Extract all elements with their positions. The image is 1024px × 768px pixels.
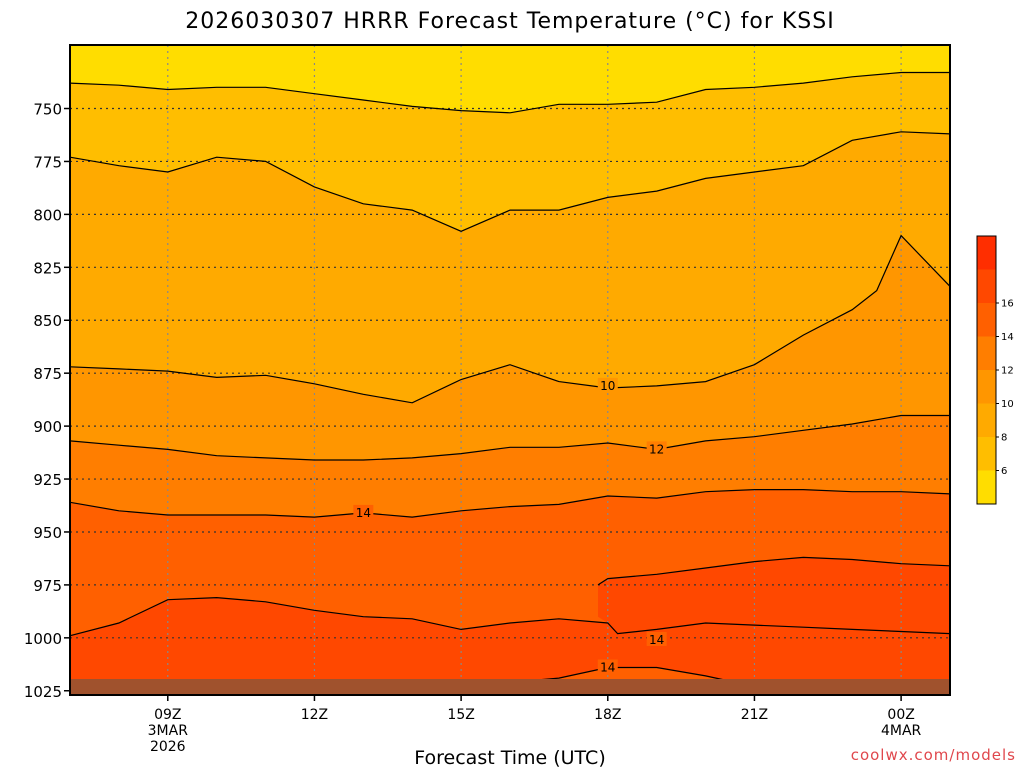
colorbar-tick-label: 14 <box>1001 332 1014 343</box>
svg-text:14: 14 <box>649 633 664 647</box>
colorbar-tick-label: 16 <box>1001 299 1014 310</box>
colorbar-tick-label: 12 <box>1001 366 1014 377</box>
fill-band-16 <box>70 597 950 695</box>
contour-line-8 <box>70 131 950 232</box>
contour-label-1: 12 <box>646 441 667 456</box>
contour-line-17 <box>597 556 950 586</box>
x-axis-label: Forecast Time (UTC) <box>414 747 605 768</box>
plot-frame <box>69 44 951 696</box>
x-tick-label: 12Z <box>301 707 328 723</box>
colorbar-swatch-8 <box>977 403 996 437</box>
contour-label-2: 14 <box>353 504 374 520</box>
chart-title: 2026030307 HRRR Forecast Temperature (°C… <box>185 9 834 34</box>
y-axis: 750 775 800 825 850 875 900 925 950 975 1000 1025 <box>24 101 70 701</box>
y-tick-label: 800 <box>33 206 62 224</box>
colorbar-swatch-10 <box>977 370 996 404</box>
credit-text: coolwx.com/models <box>851 746 1016 764</box>
y-tick-label: 1025 <box>24 683 62 701</box>
y-tick-label: 825 <box>33 259 62 277</box>
y-tick-label: 900 <box>33 418 62 436</box>
contour-line-6 <box>70 71 950 114</box>
colorbar-swatch-18 <box>977 236 996 270</box>
colorbar-swatch-6 <box>977 437 996 471</box>
colorbar-swatch-4 <box>977 470 996 504</box>
contour-labels: 10 12 14 14 14 <box>353 377 667 674</box>
x-tick-label: 00Z <box>887 707 914 723</box>
y-tick-label: 950 <box>33 524 62 542</box>
svg-text:14: 14 <box>356 506 371 520</box>
contour-label-4: 14 <box>597 659 618 674</box>
x-tick-label: 18Z <box>594 707 621 723</box>
colorbar: 6 8 10 12 14 16 <box>976 235 1014 505</box>
contour-fill-layer <box>70 45 950 695</box>
contour-line-16 <box>70 596 950 637</box>
contour-line-10 <box>70 234 950 404</box>
colorbar-tick-label: 8 <box>1001 433 1007 444</box>
fill-band-warm-core <box>598 557 950 634</box>
x-tick-label: 3MAR <box>148 723 189 739</box>
svg-text:14: 14 <box>600 660 615 674</box>
y-tick-label: 925 <box>33 471 62 489</box>
svg-text:12: 12 <box>649 442 664 456</box>
x-tick-label: 4MAR <box>881 723 922 739</box>
contour-label-3: 14 <box>646 631 667 647</box>
y-tick-label: 975 <box>33 577 62 595</box>
contour-line-12 <box>70 414 950 461</box>
colorbar-swatch-16 <box>977 269 996 303</box>
y-tick-label: 875 <box>33 365 62 383</box>
y-tick-label: 750 <box>33 101 62 119</box>
y-tick-label: 775 <box>33 153 62 171</box>
y-tick-label: 1000 <box>24 630 62 648</box>
colorbar-tick-label: 6 <box>1001 466 1007 477</box>
gridlines <box>70 45 950 695</box>
colorbar-tick-label: 10 <box>1001 399 1014 410</box>
x-tick-label: 09Z <box>154 707 181 723</box>
x-tick-label: 21Z <box>741 707 768 723</box>
svg-text:10: 10 <box>600 379 615 393</box>
colorbar-swatch-12 <box>977 336 996 370</box>
y-tick-label: 850 <box>33 312 62 330</box>
colorbar-swatch-14 <box>977 303 996 337</box>
contour-label-0: 10 <box>597 377 618 393</box>
contour-lines <box>70 71 950 695</box>
contour-line-14 <box>70 489 950 518</box>
ground-band <box>70 679 950 695</box>
x-tick-label: 15Z <box>447 707 474 723</box>
x-tick-label: 2026 <box>150 739 186 755</box>
